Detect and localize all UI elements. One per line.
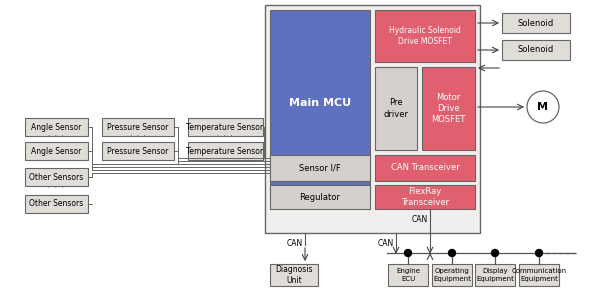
Circle shape xyxy=(491,250,499,256)
Text: Pre
driver: Pre driver xyxy=(383,99,409,119)
Bar xyxy=(375,185,475,209)
Bar xyxy=(502,40,570,60)
Text: Communication
Equipment: Communication Equipment xyxy=(511,268,566,282)
Text: Engine
ECU: Engine ECU xyxy=(396,268,420,282)
Text: Pressure Sensor: Pressure Sensor xyxy=(107,147,169,155)
Bar xyxy=(432,264,472,286)
Text: Pressure Sensor: Pressure Sensor xyxy=(107,122,169,132)
Bar xyxy=(102,118,174,136)
Bar xyxy=(25,168,88,186)
Circle shape xyxy=(404,250,412,256)
Text: Diagnosis
Unit: Diagnosis Unit xyxy=(275,265,313,285)
Text: Motor
Drive
MOSFET: Motor Drive MOSFET xyxy=(431,93,466,124)
Text: Solenoid: Solenoid xyxy=(518,19,554,27)
Text: ·  ·  ·: · · · xyxy=(217,133,233,139)
Text: Other Sensors: Other Sensors xyxy=(29,199,83,209)
Circle shape xyxy=(536,250,542,256)
Bar xyxy=(422,67,475,150)
Bar xyxy=(375,155,475,181)
Bar xyxy=(270,185,370,209)
Bar xyxy=(375,10,475,62)
Bar xyxy=(270,264,318,286)
Bar xyxy=(25,118,88,136)
Bar xyxy=(25,142,88,160)
Bar xyxy=(102,142,174,160)
Text: Main MCU: Main MCU xyxy=(289,98,351,107)
Text: Hydraulic Solenoid
Drive MOSFET: Hydraulic Solenoid Drive MOSFET xyxy=(389,26,461,46)
Text: Angle Sensor: Angle Sensor xyxy=(31,147,81,155)
Bar xyxy=(188,142,263,160)
Text: Operating
Equipment: Operating Equipment xyxy=(433,268,471,282)
Bar xyxy=(502,13,570,33)
Text: Solenoid: Solenoid xyxy=(518,45,554,55)
Bar xyxy=(375,67,417,150)
Bar xyxy=(388,264,428,286)
Text: CAN Transceiver: CAN Transceiver xyxy=(391,163,460,173)
Text: Sensor I/F: Sensor I/F xyxy=(299,163,341,173)
Text: M: M xyxy=(538,102,548,112)
Text: Regulator: Regulator xyxy=(299,193,340,201)
Text: ·  ·  ·: · · · xyxy=(130,133,146,139)
Text: CAN: CAN xyxy=(412,216,428,224)
Bar xyxy=(25,195,88,213)
Text: CAN: CAN xyxy=(287,238,303,248)
Bar xyxy=(475,264,515,286)
Text: CAN: CAN xyxy=(378,238,394,248)
Circle shape xyxy=(449,250,455,256)
Text: Temperature Sensor: Temperature Sensor xyxy=(187,122,263,132)
Text: Temperature Sensor: Temperature Sensor xyxy=(187,147,263,155)
Text: FlexRay
Transceiver: FlexRay Transceiver xyxy=(401,187,449,207)
Text: Angle Sensor: Angle Sensor xyxy=(31,122,81,132)
Text: ·  ·  ·: · · · xyxy=(48,133,64,139)
Bar xyxy=(270,10,370,195)
Bar xyxy=(270,155,370,181)
Bar xyxy=(519,264,559,286)
Text: Other Sensors: Other Sensors xyxy=(29,173,83,181)
Bar xyxy=(188,118,263,136)
Bar xyxy=(265,5,480,233)
Text: ·  ·  ·: · · · xyxy=(48,185,64,191)
Text: Display
Equipment: Display Equipment xyxy=(476,268,514,282)
